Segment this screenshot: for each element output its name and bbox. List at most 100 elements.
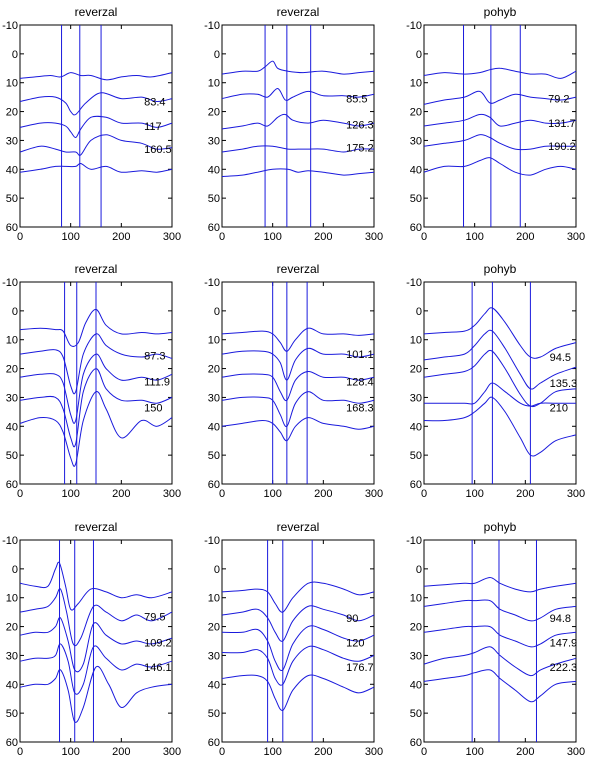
y-tick-label: 20 xyxy=(6,107,18,119)
latency-value-label: 101.1 xyxy=(346,349,374,361)
y-tick-label: 30 xyxy=(6,135,18,147)
subplot-title: pohyb xyxy=(484,5,517,19)
series-line-5 xyxy=(19,665,173,723)
y-tick-label: 30 xyxy=(208,650,220,662)
y-tick-label: 0 xyxy=(12,306,18,318)
series-line-5 xyxy=(423,157,577,176)
y-tick-label: 40 xyxy=(208,421,220,433)
y-tick-label: -10 xyxy=(2,535,18,547)
latency-value-label: 128.4 xyxy=(346,377,374,389)
series-line-3 xyxy=(19,353,173,424)
x-tick-label: 200 xyxy=(314,231,332,243)
series-line-2 xyxy=(221,605,375,642)
latency-value-label: 79.2 xyxy=(548,94,569,106)
y-tick-label: 0 xyxy=(416,564,422,576)
series-line-3 xyxy=(19,616,173,673)
y-tick-label: 50 xyxy=(208,708,220,720)
x-tick-label: 100 xyxy=(465,488,483,500)
axes-frame xyxy=(19,24,173,228)
x-tick-label: 0 xyxy=(17,231,23,243)
latency-value-label: 176.7 xyxy=(346,662,374,674)
latency-value-label: 150 xyxy=(144,403,162,415)
series-line-1 xyxy=(221,327,375,352)
series-line-3 xyxy=(423,113,577,127)
latency-value-label: 87.3 xyxy=(144,351,165,363)
x-tick-label: 100 xyxy=(61,231,79,243)
latency-value-label: 168.3 xyxy=(346,403,374,415)
y-tick-label: 10 xyxy=(208,78,220,90)
x-tick-label: 0 xyxy=(421,746,427,758)
series-line-2 xyxy=(423,599,577,622)
y-tick-label: 50 xyxy=(6,193,18,205)
y-tick-label: 10 xyxy=(208,335,220,347)
y-tick-label: 30 xyxy=(410,392,422,404)
y-tick-label: -10 xyxy=(406,277,422,289)
y-tick-label: 50 xyxy=(208,193,220,205)
y-tick-label: 0 xyxy=(214,49,220,61)
series-line-3 xyxy=(221,625,375,672)
series-line-1 xyxy=(221,581,375,613)
latency-value-label: 146.1 xyxy=(144,662,172,674)
y-tick-label: 10 xyxy=(6,593,18,605)
series-line-1 xyxy=(423,576,577,593)
y-tick-label: 40 xyxy=(410,164,422,176)
series-line-3 xyxy=(19,115,173,139)
series-line-4 xyxy=(221,145,375,153)
y-tick-label: 0 xyxy=(416,49,422,61)
latency-value-label: 111.9 xyxy=(144,377,170,389)
series-line-1 xyxy=(423,67,577,79)
series-line-1 xyxy=(19,72,173,81)
y-tick-label: 60 xyxy=(208,479,220,491)
y-tick-label: 30 xyxy=(410,650,422,662)
x-tick-label: 300 xyxy=(567,231,585,243)
y-tick-label: 10 xyxy=(410,335,422,347)
series-line-1 xyxy=(19,561,173,611)
y-tick-label: 40 xyxy=(208,164,220,176)
x-tick-label: 0 xyxy=(219,231,225,243)
subplot-title: reverzal xyxy=(277,262,320,276)
x-tick-label: 100 xyxy=(61,488,79,500)
x-tick-label: 200 xyxy=(112,488,130,500)
y-tick-label: 50 xyxy=(410,708,422,720)
latency-value-label: 109.2 xyxy=(144,637,172,649)
x-tick-label: 100 xyxy=(465,746,483,758)
x-tick-label: 300 xyxy=(163,231,181,243)
subplot-title: reverzal xyxy=(277,5,320,19)
latency-value-label: 117 xyxy=(144,121,162,133)
x-tick-label: 200 xyxy=(516,746,534,758)
y-tick-label: 10 xyxy=(410,593,422,605)
subplot-title: reverzal xyxy=(277,520,320,534)
y-tick-label: -10 xyxy=(204,277,220,289)
series-line-4 xyxy=(19,368,173,448)
latency-value-label: 190.2 xyxy=(548,141,576,153)
y-tick-label: 0 xyxy=(12,564,18,576)
series-line-2 xyxy=(19,333,173,395)
y-tick-label: 50 xyxy=(410,450,422,462)
y-tick-label: 0 xyxy=(12,49,18,61)
y-tick-label: 20 xyxy=(208,364,220,376)
y-tick-label: 60 xyxy=(410,479,422,491)
latency-value-label: 210 xyxy=(550,403,568,415)
x-tick-label: 300 xyxy=(567,746,585,758)
y-tick-label: 20 xyxy=(410,107,422,119)
y-tick-label: 30 xyxy=(6,650,18,662)
subplot-title: pohyb xyxy=(484,262,517,276)
y-tick-label: 40 xyxy=(6,164,18,176)
x-tick-label: 300 xyxy=(365,746,383,758)
y-tick-label: 60 xyxy=(410,222,422,234)
series-line-5 xyxy=(221,417,375,442)
latency-value-label: 131.7 xyxy=(548,118,576,130)
series-line-3 xyxy=(221,113,375,130)
y-tick-label: 30 xyxy=(410,135,422,147)
y-tick-label: 50 xyxy=(208,450,220,462)
latency-value-label: 120 xyxy=(346,637,364,649)
x-tick-label: 200 xyxy=(314,746,332,758)
x-tick-label: 300 xyxy=(365,231,383,243)
x-tick-label: 0 xyxy=(17,746,23,758)
